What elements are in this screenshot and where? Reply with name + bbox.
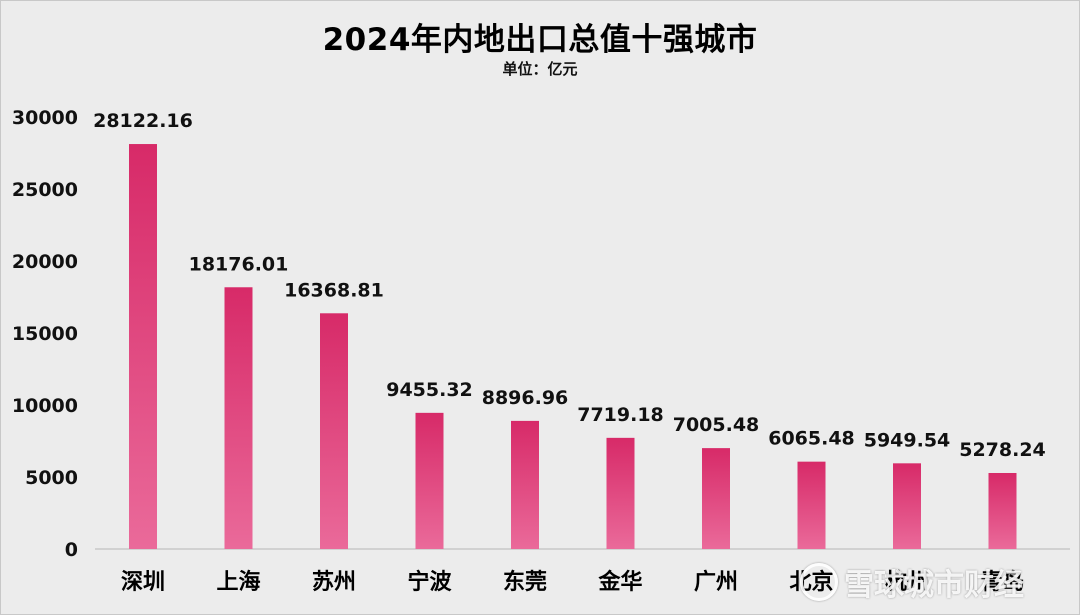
data-label: 5949.54 [864, 429, 951, 451]
data-label: 9455.32 [386, 379, 473, 401]
bar [224, 287, 253, 549]
bar [606, 437, 635, 549]
bar [415, 412, 444, 549]
x-tick-label: 东莞 [503, 569, 547, 595]
y-tick-label: 0 [65, 539, 78, 561]
x-tick-label: 广州 [694, 569, 738, 595]
x-tick-label: 金华 [597, 569, 642, 595]
bar [988, 472, 1017, 549]
bar [129, 144, 157, 549]
data-label: 18176.01 [189, 253, 289, 275]
data-label: 6065.48 [768, 428, 855, 450]
data-label: 7005.48 [673, 414, 760, 436]
data-label: 16368.81 [284, 279, 384, 301]
x-tick-label: 上海 [216, 569, 260, 595]
x-tick-label: 青岛 [980, 569, 1024, 595]
y-tick-label: 5000 [25, 467, 78, 489]
y-axis: 0 5000 10000 15000 20000 25000 30000 [12, 107, 78, 561]
data-label: 28122.16 [93, 110, 193, 132]
bars [129, 144, 1017, 549]
data-label: 7719.18 [577, 404, 664, 426]
y-tick-label: 10000 [12, 395, 78, 417]
x-tick-label: 杭州 [885, 569, 929, 595]
data-label: 5278.24 [959, 439, 1046, 461]
y-tick-label: 20000 [12, 251, 78, 273]
x-tick-label: 宁波 [407, 569, 452, 595]
y-tick-label: 25000 [12, 179, 78, 201]
watermark-text: 雪球城市财经 [844, 568, 1024, 603]
bar [702, 448, 730, 549]
x-tick-label: 深圳 [121, 570, 165, 595]
watermark: 雪球城市财经 [800, 560, 1070, 604]
y-tick-label: 15000 [12, 323, 78, 345]
data-label: 8896.96 [482, 387, 569, 409]
snowball-logo-icon [800, 563, 838, 601]
bar [797, 461, 826, 549]
chart-title: 2024年内地出口总值十强城市 [322, 22, 758, 58]
chart-subtitle: 单位：亿元 [502, 60, 578, 78]
value-labels: 28122.16 18176.01 16368.81 9455.32 8896.96 77… [93, 110, 1046, 461]
y-tick-label: 30000 [12, 107, 78, 129]
bar [511, 420, 539, 549]
x-tick-label: 苏州 [312, 569, 356, 595]
bar [893, 463, 921, 549]
bar [320, 313, 348, 549]
